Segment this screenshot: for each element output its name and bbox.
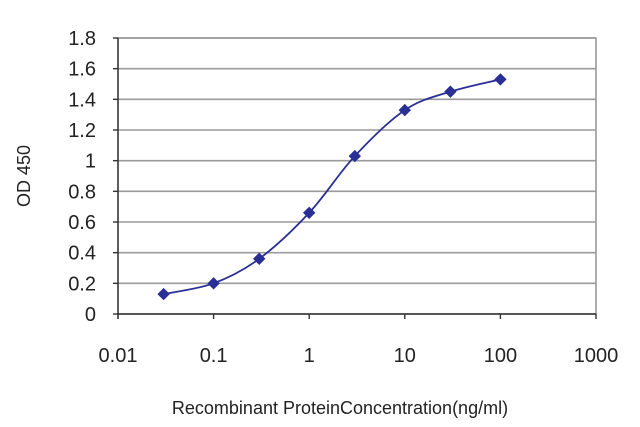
data-point-marker — [207, 277, 220, 290]
y-tick-labels: 0 0.2 0.4 0.6 0.8 1 1.2 1.4 1.6 1.8 — [68, 28, 96, 326]
data-point-marker — [494, 73, 507, 86]
x-tick-labels: 0.01 0.1 1 10 100 1000 — [99, 345, 619, 367]
x-tick-label: 10 — [394, 345, 416, 367]
y-tick-label: 1.6 — [68, 59, 96, 81]
y-axis-title: OD 450 — [14, 145, 34, 207]
y-tick-label: 1.8 — [68, 28, 96, 50]
y-tick-label: 0 — [85, 304, 96, 326]
data-point-marker — [302, 206, 316, 220]
series-line — [163, 78, 501, 295]
x-axis-title: Recombinant ProteinConcentration(ng/ml) — [172, 398, 508, 418]
data-point-marker — [253, 252, 266, 266]
data-point-marker — [157, 287, 170, 301]
y-tick-label: 0.8 — [68, 181, 96, 203]
grid-layer — [118, 37, 596, 285]
data-point-marker — [444, 85, 457, 98]
y-tick-label: 0.2 — [68, 273, 96, 295]
plot-area-frame — [117, 37, 597, 315]
y-tick-label: 1.4 — [68, 89, 96, 111]
x-tick-label: 1000 — [574, 345, 619, 367]
y-tick-label: 1 — [85, 151, 96, 173]
data-point-marker — [398, 103, 412, 117]
x-tick-label: 0.1 — [200, 345, 228, 367]
data-point-marker — [348, 149, 362, 163]
axis-layer — [113, 37, 597, 319]
series-layer — [157, 73, 507, 301]
x-tick-label: 0.01 — [99, 345, 138, 367]
y-tick-label: 1.2 — [68, 120, 96, 142]
x-tick-label: 100 — [484, 345, 517, 367]
y-tick-label: 0.6 — [68, 212, 96, 234]
x-tick-label: 1 — [304, 345, 315, 367]
y-tick-label: 0.4 — [68, 243, 96, 265]
